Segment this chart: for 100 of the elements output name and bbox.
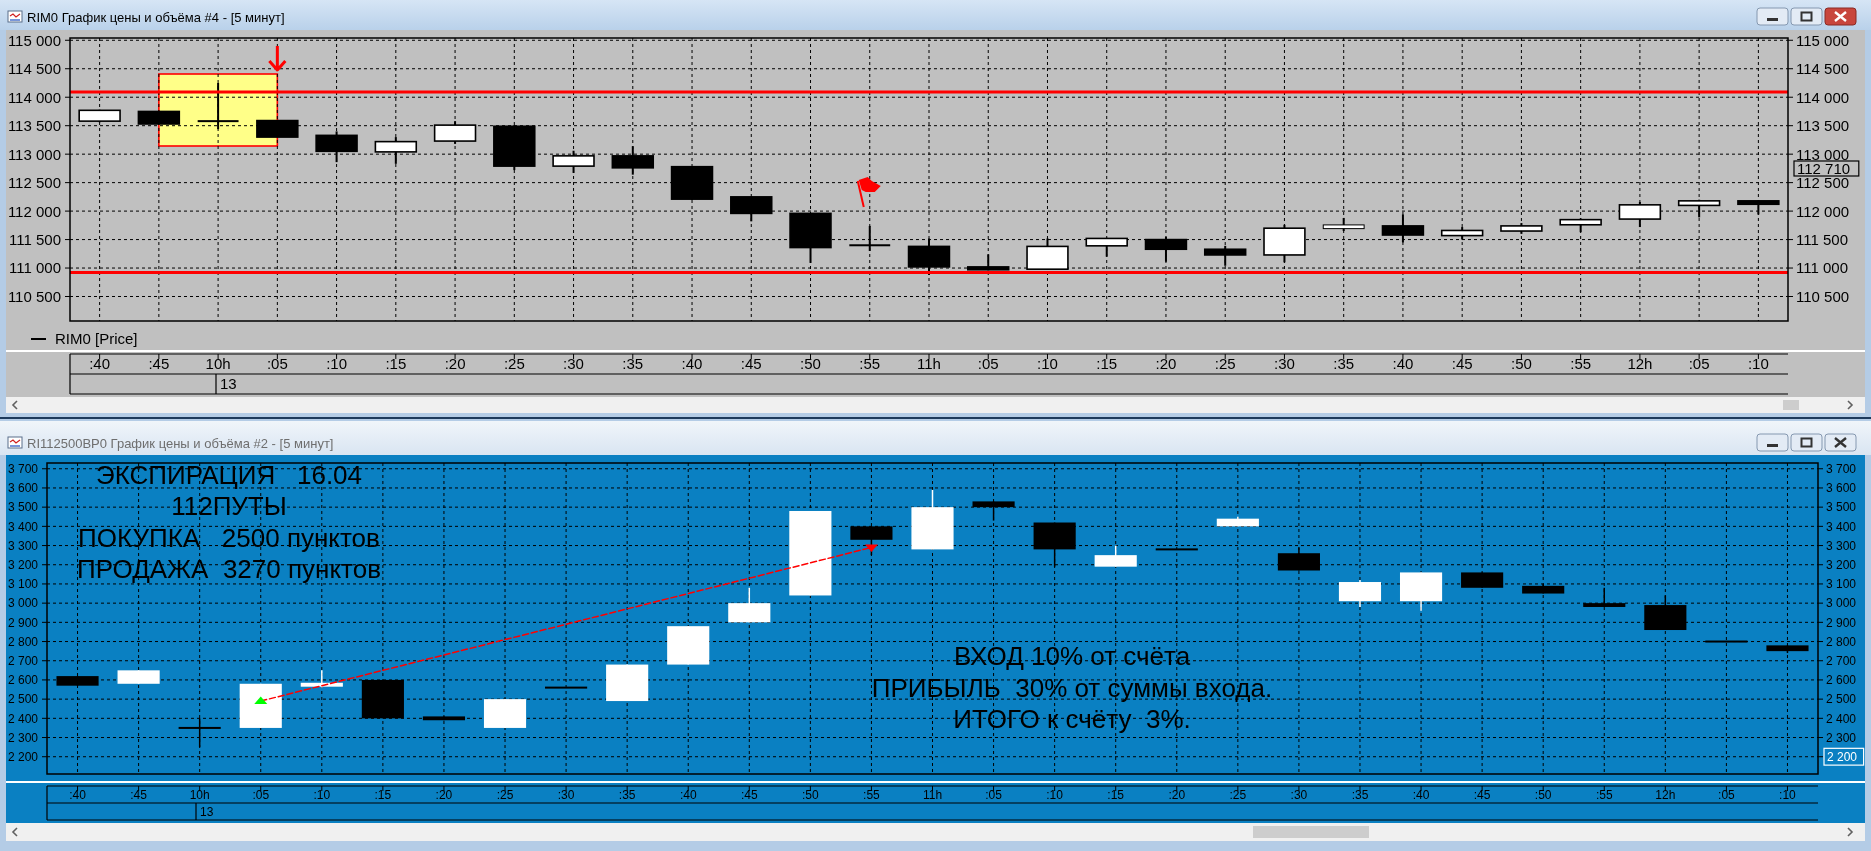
x-tick-label: :45 xyxy=(1451,355,1473,373)
annotation: ПРИБЫЛЬ 30% от суммы входа. xyxy=(871,673,1273,703)
x-tick-label: :30 xyxy=(1290,787,1308,802)
y-tick-label: 111 500 xyxy=(9,230,61,248)
y2-tick-label: 2 200 xyxy=(1827,750,1858,765)
y-tick-label: 2 400 xyxy=(7,711,39,726)
y2-tick-label: 113 500 xyxy=(1796,117,1850,135)
x-tick-label: :55 xyxy=(863,787,881,802)
y-tick-label: 111 000 xyxy=(9,259,61,277)
x-tick-label: :20 xyxy=(444,355,466,373)
x-tick-label: 11h xyxy=(917,355,941,373)
x-tick-label: :30 xyxy=(1274,355,1295,373)
y2-tick-label: 3 600 xyxy=(1826,481,1857,496)
y-tick-label: 110 500 xyxy=(7,287,61,305)
x-tick-label: :45 xyxy=(740,787,758,802)
chart-title: RIM0 График цены и объёма #4 - [5 минут] xyxy=(27,10,285,25)
y-tick-label: 3 500 xyxy=(7,500,39,515)
x-tick-label: 12h xyxy=(1627,355,1653,373)
x-tick-label: :20 xyxy=(1155,355,1177,373)
x-tick-label: :10 xyxy=(1779,787,1797,802)
y2-tick-label: 3 200 xyxy=(1826,558,1857,573)
y2-tick-label: 3 700 xyxy=(1826,462,1857,477)
y2-tick-label: 114 000 xyxy=(1796,88,1850,106)
x-tick-label: :10 xyxy=(313,787,331,802)
y2-tick-label: 2 600 xyxy=(1826,673,1857,688)
x-tick-label: :15 xyxy=(1096,355,1118,373)
x-tick-label: :30 xyxy=(557,787,575,802)
y2-tick-label: 112 000 xyxy=(1796,202,1850,220)
x-tick-label: :05 xyxy=(252,787,270,802)
y-tick-label: 2 500 xyxy=(7,692,39,707)
y2-tick-label: 114 500 xyxy=(1796,60,1850,78)
x-tick-label: :10 xyxy=(1747,355,1769,373)
x-tick-label: :40 xyxy=(1392,355,1414,373)
y-tick-label: 3 700 xyxy=(7,462,39,477)
x-tick-label: :45 xyxy=(148,355,170,373)
y2-tick-label: 3 500 xyxy=(1826,500,1857,515)
x-tick-label: 10h xyxy=(205,355,231,373)
y-tick-label: 112 000 xyxy=(7,202,61,220)
text: 13 xyxy=(220,375,237,393)
y2-tick-label: 3 000 xyxy=(1826,596,1857,611)
y-tick-label: 2 800 xyxy=(7,634,39,649)
x-tick-label: :40 xyxy=(1412,787,1430,802)
legend-label: RIM0 [Price] xyxy=(55,330,138,348)
annotation: ВХОД 10% от счёта xyxy=(953,641,1191,671)
y2-tick-label: 2 800 xyxy=(1826,634,1857,649)
x-tick-label: :15 xyxy=(1107,787,1125,802)
y-tick-label: 114 000 xyxy=(7,88,61,106)
y-tick-label: 2 200 xyxy=(7,750,39,765)
y-tick-label: 3 100 xyxy=(7,577,39,592)
y2-tick-label: 3 300 xyxy=(1826,538,1857,553)
annotation: ПОКУПКА 2500 пунктов xyxy=(78,523,380,553)
x-tick-label: :25 xyxy=(1229,787,1247,802)
x-tick-label: :05 xyxy=(1688,355,1710,373)
x-tick-label: :40 xyxy=(681,355,703,373)
x-tick-label: 11h xyxy=(922,787,943,802)
x-tick-label: :05 xyxy=(266,355,288,373)
y-tick-label: 112 500 xyxy=(7,174,61,192)
y-tick-label: 2 900 xyxy=(7,615,39,630)
x-tick-label: :25 xyxy=(496,787,514,802)
y-tick-label: 3 000 xyxy=(7,596,39,611)
x-tick-label: 12h xyxy=(1655,787,1676,802)
x-tick-label: :35 xyxy=(618,787,636,802)
y-tick-label: 3 200 xyxy=(7,558,39,573)
x-tick-label: :30 xyxy=(563,355,584,373)
y2-tick-label: 111 500 xyxy=(1796,230,1848,248)
x-tick-label: :55 xyxy=(859,355,881,373)
x-tick-label: :25 xyxy=(1214,355,1236,373)
x-tick-label: :40 xyxy=(69,787,87,802)
x-tick-label: :10 xyxy=(1046,787,1064,802)
y2-tick-label: 2 300 xyxy=(1826,730,1857,745)
x-tick-label: :55 xyxy=(1595,787,1613,802)
y-tick-label: 114 500 xyxy=(7,60,61,78)
y2-tick-label: 111 000 xyxy=(1796,259,1848,277)
chart-title: RI112500BP0 График цены и объёма #2 - [5 минут] xyxy=(27,436,334,451)
x-tick-label: :15 xyxy=(385,355,407,373)
y2-tick-label: 2 900 xyxy=(1826,615,1857,630)
annotation: ЭКСПИРАЦИЯ 16.04 xyxy=(95,460,363,490)
y2-tick-label: 112 500 xyxy=(1796,174,1850,192)
x-tick-label: :45 xyxy=(1473,787,1491,802)
y2-tick-label: 2 500 xyxy=(1826,692,1857,707)
x-tick-label: :50 xyxy=(802,787,820,802)
x-tick-label: :10 xyxy=(326,355,348,373)
x-tick-label: :50 xyxy=(800,355,821,373)
annotation: ПРОДАЖА 3270 пунктов xyxy=(77,554,381,584)
y-tick-label: 2 300 xyxy=(7,730,39,745)
x-tick-label: :40 xyxy=(89,355,111,373)
x-tick-label: :05 xyxy=(1718,787,1736,802)
x-tick-label: :50 xyxy=(1510,355,1532,373)
y2-tick-label: 3 400 xyxy=(1826,519,1857,534)
x-tick-label: :10 xyxy=(1037,355,1058,373)
x-tick-label: :55 xyxy=(1570,355,1592,373)
y2-tick-label: 2 400 xyxy=(1826,711,1857,726)
y-tick-label: 113 000 xyxy=(7,145,61,163)
y-tick-label: 115 000 xyxy=(7,31,61,49)
y2-tick-label: 115 000 xyxy=(1796,31,1850,49)
x-tick-label: :05 xyxy=(985,787,1003,802)
x-tick-label: :40 xyxy=(679,787,697,802)
x-tick-label: :35 xyxy=(1333,355,1355,373)
x-tick-label: :35 xyxy=(1351,787,1369,802)
y-tick-label: 3 300 xyxy=(7,538,39,553)
